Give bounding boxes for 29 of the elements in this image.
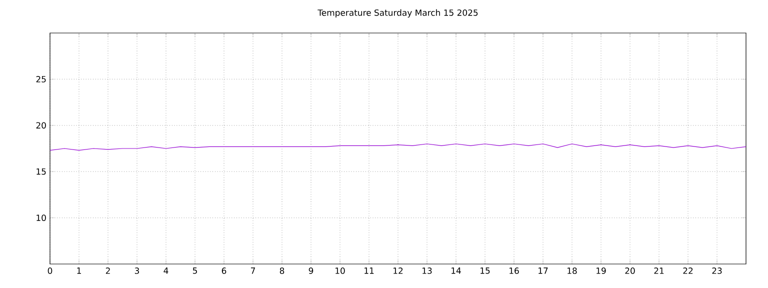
x-tick-label: 4 (164, 268, 168, 274)
x-tick-label: 22 (683, 268, 693, 274)
x-tick-label: 23 (712, 268, 722, 274)
x-tick-label: 20 (625, 268, 635, 274)
x-tick-label: 3 (134, 268, 140, 274)
x-tick-label: 15 (480, 268, 490, 274)
x-tick-label: 1 (77, 268, 81, 274)
x-tick-label: 7 (250, 268, 255, 274)
x-tick-label: 6 (222, 268, 226, 274)
x-tick-label: 19 (596, 268, 606, 274)
x-tick-label: 13 (422, 268, 432, 274)
x-tick-label: 14 (452, 268, 461, 274)
x-tick-label: 21 (654, 268, 664, 274)
y-tick-label: 15 (36, 168, 46, 175)
x-tick-label: 0 (48, 268, 52, 274)
y-tick-label: 25 (36, 76, 46, 82)
x-tick-label: 12 (394, 268, 403, 274)
x-tick-label: 8 (280, 268, 284, 274)
chart-title: Temperature Saturday March 15 2025 (318, 9, 478, 18)
x-tick-label: 10 (336, 268, 345, 274)
x-tick-label: 2 (106, 268, 110, 274)
x-tick-label: 5 (192, 268, 197, 274)
x-tick-label: 18 (568, 268, 577, 274)
x-tick-label: 17 (538, 268, 548, 274)
x-tick-label: 9 (308, 268, 314, 274)
y-tick-label: 20 (36, 122, 46, 129)
x-tick-label: 16 (510, 268, 519, 274)
y-tick-label: 10 (36, 214, 46, 222)
x-tick-label: 11 (364, 268, 374, 274)
